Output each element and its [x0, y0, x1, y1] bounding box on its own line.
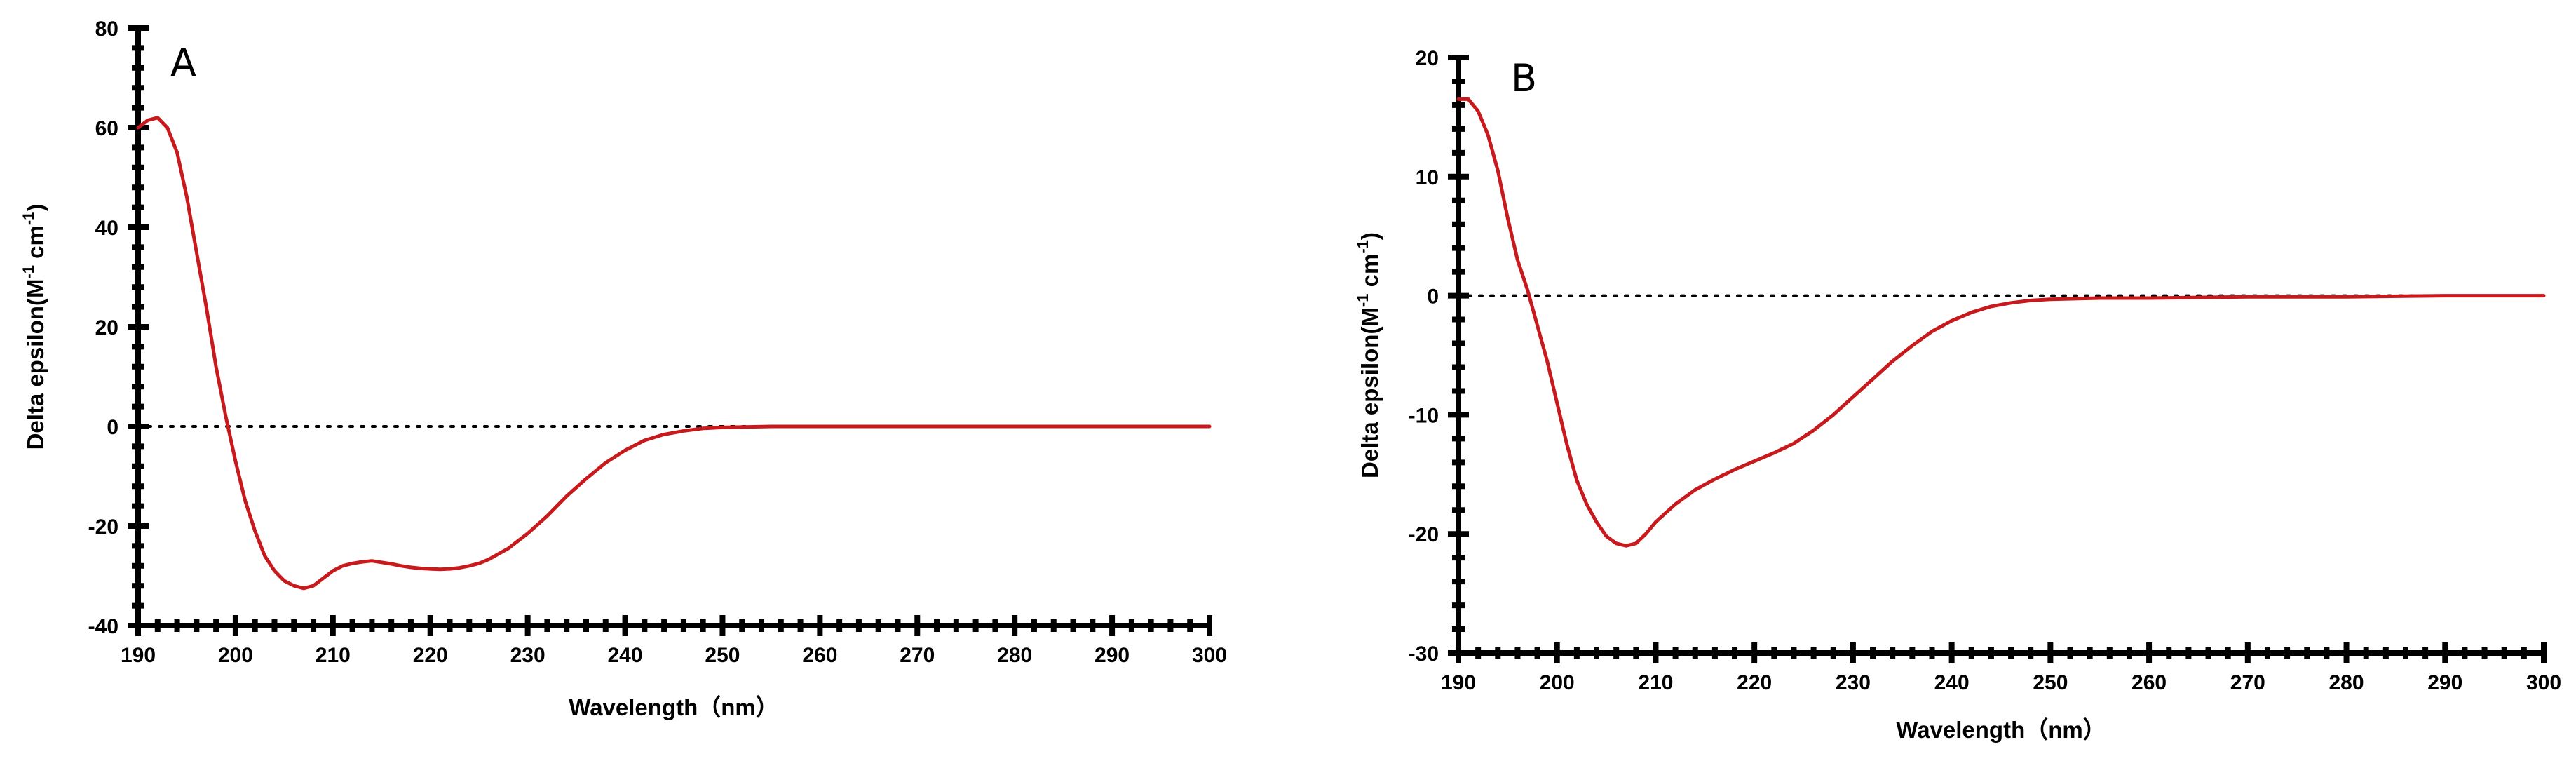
x-tick-label: 290 [1094, 644, 1130, 667]
x-tick-label: 210 [1638, 671, 1673, 694]
x-tick-label: 230 [510, 644, 545, 667]
cd-spectrum-line [1456, 97, 2546, 548]
y-tick-label: -10 [1409, 404, 1439, 427]
x-tick-label: 240 [1934, 671, 1970, 694]
panel-letter: A [170, 41, 196, 85]
panel-a: 190 200 210 220 230 240 250 260 270 280 290 300-40-… [20, 18, 1227, 720]
x-tick-label: 250 [2033, 671, 2068, 694]
y-tick-label: 0 [1427, 285, 1439, 309]
y-tick-label: 20 [1416, 47, 1439, 70]
x-axis-title: Wavelength（nm） [1896, 717, 2106, 743]
x-tick-label: 250 [705, 644, 740, 667]
panel-b: 190 200 210 220 230 240 250 260 270 280 290 300-30-… [1354, 47, 2561, 743]
x-tick-label: 260 [2131, 671, 2167, 694]
x-tick-label: 230 [1836, 671, 1871, 694]
y-tick-label: 10 [1416, 166, 1439, 189]
y-tick-label: -20 [1409, 523, 1439, 546]
x-axis-title: Wavelength（nm） [569, 694, 778, 720]
x-tick-label: 280 [2329, 671, 2364, 694]
x-tick-label: 280 [997, 644, 1032, 667]
x-tick-label: 210 [316, 644, 351, 667]
x-tick-label: 200 [218, 644, 253, 667]
x-tick-label: 270 [2230, 671, 2265, 694]
x-tick-label: 270 [900, 644, 935, 667]
y-tick-label: 20 [95, 316, 118, 339]
x-tick-label: 240 [608, 644, 643, 667]
x-tick-label: 300 [1192, 644, 1227, 667]
panel-letter: B [1511, 56, 1537, 100]
y-tick-label: 40 [95, 217, 118, 240]
y-tick-label: 80 [95, 18, 118, 41]
x-tick-label: 200 [1540, 671, 1575, 694]
y-tick-label: -30 [1409, 642, 1439, 666]
y-tick-label: -20 [88, 515, 118, 539]
y-axis-title: Delta epsilon(M-1 cm-1) [20, 204, 48, 450]
y-tick-label: -40 [88, 615, 118, 638]
y-tick-label: 60 [95, 117, 118, 140]
x-tick-label: 190 [1441, 671, 1476, 694]
x-tick-label: 260 [802, 644, 837, 667]
x-tick-label: 220 [1737, 671, 1772, 694]
y-axis-title: Delta epsilon(M-1 cm-1) [1354, 232, 1383, 478]
x-tick-label: 300 [2526, 671, 2561, 694]
y-tick-label: 0 [107, 416, 118, 439]
x-tick-label: 290 [2427, 671, 2462, 694]
cd-spectrum-line [136, 116, 1212, 591]
x-tick-label: 220 [413, 644, 448, 667]
x-tick-label: 190 [121, 644, 156, 667]
